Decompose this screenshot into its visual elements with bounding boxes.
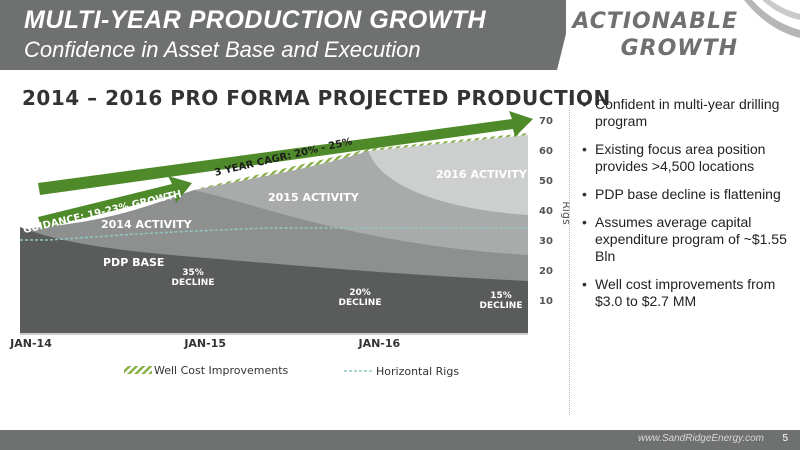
y-axis-label: Rigs [560, 201, 570, 225]
decline-label-15: 15% DECLINE [480, 291, 523, 311]
decline-label-35: 35% DECLINE [172, 268, 215, 288]
swoosh-logo-icon [744, 0, 800, 38]
area-label-2015-activity: 2015 ACTIVITY [268, 191, 360, 204]
chart-title: 2014 – 2016 PRO FORMA PROJECTED PRODUCTI… [22, 86, 611, 110]
series-horizontal-rigs [20, 227, 528, 241]
bullet-item: Existing focus area position provides >4… [582, 141, 797, 175]
column-divider [569, 95, 570, 415]
page-number: 5 [782, 433, 788, 444]
x-tick-label: JAN-14 [9, 337, 52, 350]
badge-line-2: GROWTH [620, 36, 738, 61]
y-tick-label: 20 [539, 266, 553, 277]
area-label-2016-activity: 2016 ACTIVITY [436, 168, 528, 181]
legend-swatch-well-cost [124, 366, 152, 374]
bullet-item: PDP base decline is flattening [582, 186, 797, 203]
legend-label-horizontal-rigs: Horizontal Rigs [376, 365, 459, 378]
legend: Well Cost Improvements Horizontal Rigs [124, 364, 459, 378]
y-axis-right: 10 20 30 40 50 60 70 [539, 116, 553, 307]
area-label-2014-activity: 2014 ACTIVITY [101, 218, 193, 231]
y-tick-label: 70 [539, 116, 553, 127]
y-tick-label: 50 [539, 176, 553, 187]
y-tick-label: 40 [539, 206, 553, 217]
area-label-pdp-base: PDP BASE [103, 256, 164, 269]
y-tick-label: 10 [539, 296, 553, 307]
x-axis: JAN-14 JAN-15 JAN-16 [9, 333, 528, 350]
bullet-item: Assumes average capital expenditure prog… [582, 214, 797, 265]
cagr-arrow [38, 111, 533, 195]
x-tick-label: JAN-15 [183, 337, 226, 350]
bullet-list: Confident in multi-year drilling program… [582, 96, 797, 321]
badge-line-1: ACTIONABLE [572, 9, 738, 34]
y-tick-label: 30 [539, 236, 553, 247]
bullet-item: Well cost improvements from $3.0 to $2.7… [582, 276, 797, 310]
page-title: MULTI-YEAR PRODUCTION GROWTH [24, 6, 487, 34]
guidance-arrow [38, 176, 192, 229]
legend-label-well-cost: Well Cost Improvements [154, 364, 289, 377]
x-tick-label: JAN-16 [357, 337, 400, 350]
decline-label-20: 20% DECLINE [339, 288, 382, 308]
production-chart: GUIDANCE: 19-23% GROWTH 3 YEAR CAGR: 20%… [9, 111, 570, 378]
actionable-growth-badge: ACTIONABLE GROWTH [566, 0, 800, 70]
footer-website: www.SandRidgeEnergy.com [638, 433, 764, 444]
page-subtitle: Confidence in Asset Base and Execution [24, 37, 421, 62]
footer-bar: www.SandRidgeEnergy.com 5 [0, 430, 800, 450]
area-pdp-base [20, 227, 528, 333]
y-tick-label: 60 [539, 146, 553, 157]
bullet-item: Confident in multi-year drilling program [582, 96, 797, 130]
